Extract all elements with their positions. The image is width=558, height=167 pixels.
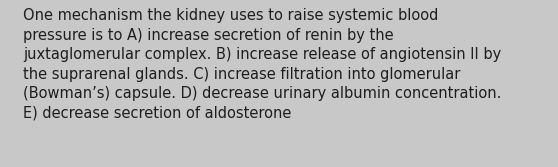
Text: One mechanism the kidney uses to raise systemic blood
pressure is to A) increase: One mechanism the kidney uses to raise s… — [23, 8, 502, 121]
